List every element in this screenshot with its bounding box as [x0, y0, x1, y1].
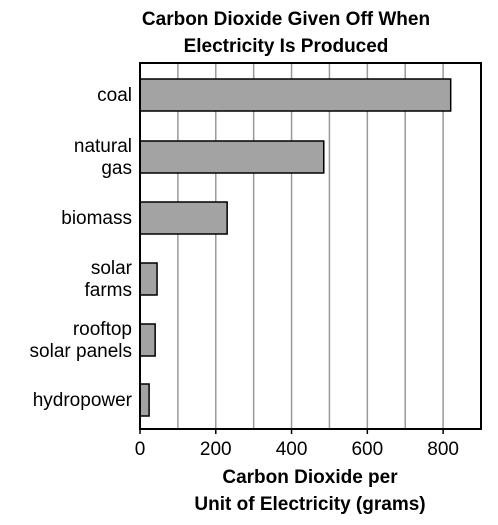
category-label-gas: gas	[101, 158, 132, 179]
tick-label-800: 800	[427, 439, 459, 460]
chart-title-line-2: Electricity Is Produced	[184, 36, 389, 57]
category-label-farms: farms	[85, 280, 133, 301]
x-axis-label: Carbon Dioxide per Unit of Electricity (g…	[194, 467, 425, 515]
category-label-biomass: biomass	[61, 208, 132, 229]
category-label-rooftop: rooftop	[73, 319, 132, 340]
bar-biomass	[139, 201, 228, 235]
category-label-natural: natural	[74, 136, 132, 157]
bar-solar-farms	[139, 262, 158, 296]
x-axis-label-line-1: Carbon Dioxide per	[222, 467, 398, 488]
tick-label-600: 600	[351, 439, 383, 460]
bar-coal	[139, 78, 452, 112]
bar-natural-gas	[139, 140, 325, 174]
grid-lines	[177, 63, 444, 429]
category-label-coal: coal	[97, 85, 132, 106]
bar-hydropower	[139, 383, 150, 417]
x-axis-ticks: 0 200 400 600 800	[135, 429, 459, 460]
x-axis-label-line-2: Unit of Electricity (grams)	[194, 494, 425, 515]
bars	[139, 78, 452, 417]
category-label-solar: solar	[91, 258, 133, 279]
chart-title: Carbon Dioxide Given Off When Electricity…	[142, 9, 430, 57]
bar-rooftop-solar-panels	[139, 323, 156, 357]
category-label-solar-panels: solar panels	[30, 341, 132, 362]
tick-label-400: 400	[276, 439, 308, 460]
chart-title-line-1: Carbon Dioxide Given Off When	[142, 9, 430, 30]
plot-area-frame	[139, 62, 482, 430]
tick-label-0: 0	[135, 439, 146, 460]
category-label-hydropower: hydropower	[33, 390, 133, 411]
tick-label-200: 200	[200, 439, 232, 460]
